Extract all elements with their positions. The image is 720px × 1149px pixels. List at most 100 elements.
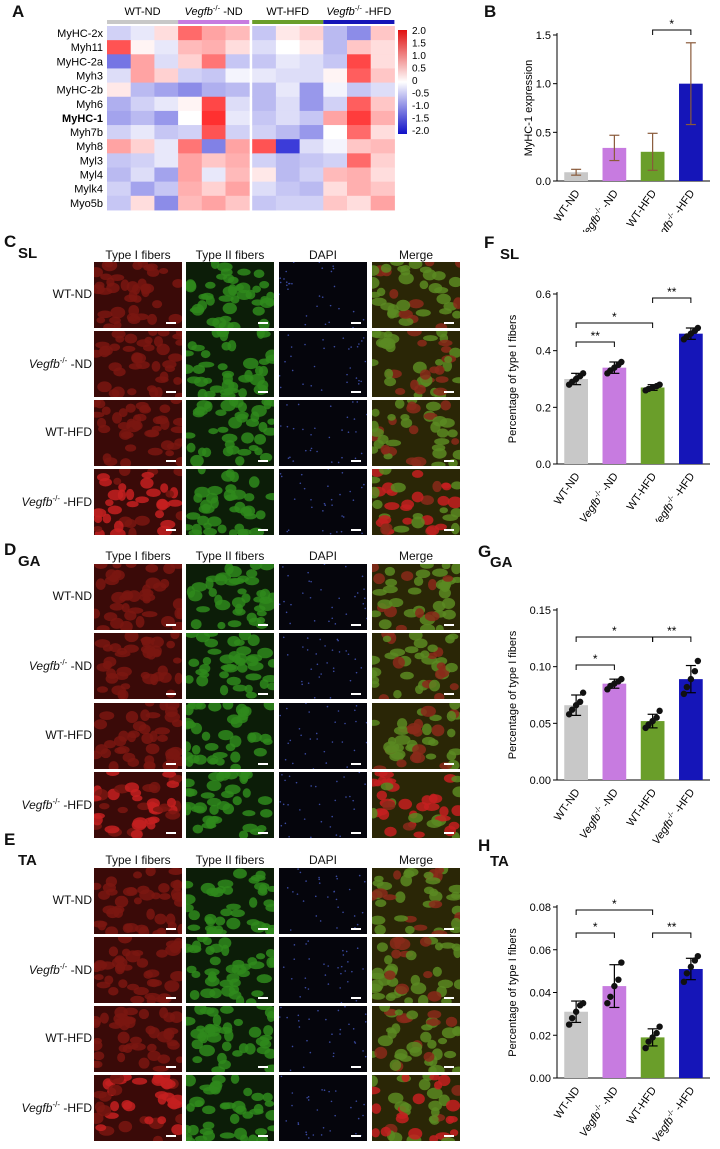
heatmap-cell [323, 40, 348, 55]
scale-bar [166, 1066, 176, 1068]
micrograph-ta-4-4 [372, 1075, 460, 1141]
heatmap-row-label: Myh6 [76, 99, 103, 111]
heatmap-cell [154, 96, 179, 112]
heatmap-cell [201, 167, 226, 183]
heatmap-cell [323, 96, 348, 112]
micrograph-ga-3-2 [186, 703, 274, 769]
heatmap-cell [370, 96, 395, 112]
heatmap-cell [299, 68, 324, 84]
micrograph-ta-1-2 [186, 868, 274, 934]
scale-bar [258, 1066, 268, 1068]
data-point [604, 999, 611, 1007]
micrograph-sl-2-3 [279, 331, 367, 397]
image-row-label: WT-HFD [45, 1031, 92, 1045]
image-column-header: Type I fibers [105, 248, 171, 262]
scale-bar [166, 832, 176, 834]
y-tick-label: 1.5 [536, 30, 551, 42]
y-tick-label: 0.02 [530, 1030, 551, 1042]
heatmap-cell [252, 68, 277, 84]
heatmap-cell [107, 68, 132, 84]
heatmap-group-label: WT-HFD [266, 6, 309, 18]
tissue-label-sl: SL [18, 245, 38, 262]
heatmap-cell [225, 96, 250, 112]
heatmap-cell [178, 68, 203, 84]
heatmap-cell [107, 40, 132, 55]
bar [564, 172, 588, 181]
y-tick-label: 0.05 [530, 718, 551, 730]
bar [564, 1011, 588, 1078]
heatmap-colorbar [398, 30, 407, 134]
scale-bar [351, 322, 361, 324]
heatmap-cell [130, 181, 155, 197]
tissue-label-ta: TA [18, 852, 37, 869]
heatmap-cell [225, 181, 250, 197]
x-tick-label: Vegfb-/- -ND [576, 469, 621, 522]
heatmap-cell [178, 153, 203, 168]
image-row-label: Vegfb-/- -ND [28, 658, 92, 673]
heatmap-cell [323, 181, 348, 197]
data-point [656, 707, 663, 715]
scale-bar [351, 1135, 361, 1137]
heatmap-cell [275, 195, 301, 211]
x-tick-label: WT-ND [552, 188, 583, 224]
image-column-header: Merge [398, 248, 433, 262]
heatmap-cell [130, 96, 155, 112]
heatmap-cell [370, 153, 395, 168]
bar [679, 333, 703, 464]
image-row-label: WT-ND [52, 589, 92, 603]
image-row-label: WT-ND [52, 287, 92, 301]
micrograph-ta-4-2 [186, 1075, 274, 1141]
micrograph-sl-3-2 [186, 400, 274, 466]
heatmap-cell [252, 195, 277, 211]
heatmap-group-bar [323, 20, 395, 24]
scale-bar [166, 928, 176, 930]
bar [679, 83, 703, 181]
heatmap-cell [154, 110, 179, 126]
heatmap-cell [252, 96, 277, 112]
data-point [653, 714, 660, 721]
heatmap-cell [154, 167, 179, 183]
bar [602, 367, 627, 464]
image-row-label: Vegfb-/- -HFD [21, 797, 92, 812]
significance-bracket [575, 932, 615, 938]
heatmap-cell [225, 139, 250, 154]
sl-type1-chart: 0.0 0.2 0.4 0.6 Percentage of type I fibers W… [507, 285, 710, 522]
scale-bar [444, 997, 454, 999]
micrograph-ga-1-1 [94, 564, 182, 630]
myhc1-expression-chart: 0.0 0.5 1.0 1.5 MyHC-1 expression WT-NDVegfb-… [523, 17, 710, 232]
micrograph-ga-1-3 [279, 564, 367, 630]
scale-bar [351, 391, 361, 393]
bar [679, 968, 703, 1078]
heatmap-cell [178, 26, 203, 41]
heatmap-cell [252, 110, 277, 126]
heatmap-cell [130, 54, 155, 69]
y-tick-label: 0.6 [536, 289, 551, 301]
heatmap-cell [154, 68, 179, 84]
heatmap-cell [370, 40, 395, 55]
micrograph-sl-2-2 [186, 331, 274, 397]
heatmap-cell [275, 82, 301, 98]
scale-bar [258, 997, 268, 999]
heatmap-cell [323, 167, 348, 183]
data-point [691, 668, 699, 675]
heatmap-cell [225, 68, 250, 84]
micrograph-ga-2-3 [279, 633, 367, 699]
heatmap-cell [154, 26, 179, 41]
data-point [656, 381, 663, 388]
significance-label: * [593, 920, 598, 934]
heatmap-cell [201, 195, 226, 211]
colorbar-tick-label: -1.5 [412, 114, 430, 125]
heatmap-cell [370, 181, 395, 197]
significance-bracket [652, 297, 692, 303]
heatmap-row-label: Myo5b [70, 198, 103, 210]
y-tick-label: 0.10 [530, 662, 551, 674]
heatmap-cell [323, 68, 348, 84]
significance-bracket [575, 909, 654, 915]
y-tick-label: 0.2 [536, 402, 551, 414]
heatmap-cell [154, 54, 179, 69]
micrograph-ta-3-4 [372, 1006, 460, 1072]
heatmap-cell [107, 125, 132, 140]
heatmap-cell [275, 139, 301, 154]
scale-bar [166, 693, 176, 695]
heatmap-cell [107, 139, 132, 154]
